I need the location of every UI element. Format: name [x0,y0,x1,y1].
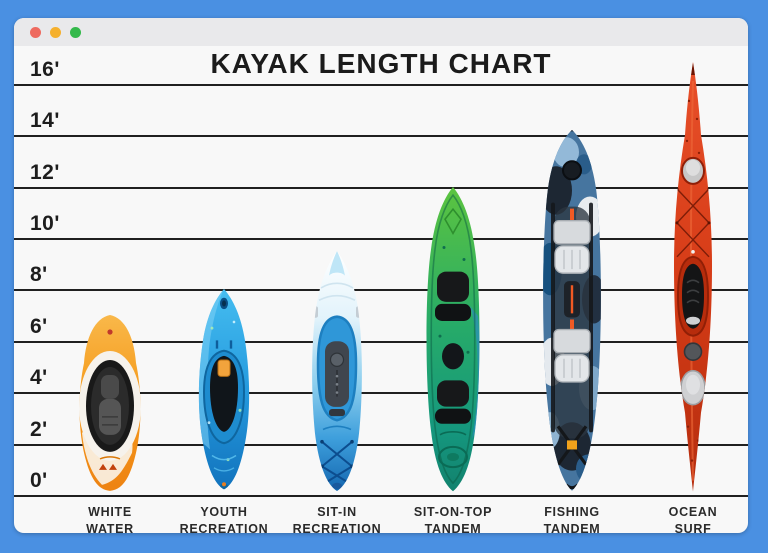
gridline-8ft [14,289,748,292]
minimize-button-icon[interactable] [50,27,61,38]
youth-recreation-kayak-illustration [198,289,250,490]
close-button-icon[interactable] [30,27,41,38]
y-axis-tick-4ft: 4' [30,366,48,390]
y-axis-tick-6ft: 6' [30,314,48,338]
sit-in-recreation-kayak-illustration [312,250,362,491]
kayak-label-youth-recreation: YOUTH RECREATION [179,505,269,533]
ocean-surf-kayak-illustration [674,62,712,492]
kayak-label-ocean-surf: OCEAN SURF [668,505,718,533]
kayak-fishing-tandem [526,128,618,493]
zoom-button-icon[interactable] [70,27,81,38]
kayak-label-white-water: WHITE WATER [86,505,134,533]
gridline-4ft [14,392,748,395]
kayak-label-fishing-tandem: FISHING TANDEM [543,505,601,533]
gridline-0ft [14,495,748,497]
titlebar [14,18,748,46]
kayak-youth-recreation [188,287,260,493]
kayak-sit-on-top-tandem [410,185,496,493]
gridline-12ft [14,186,748,189]
y-axis-tick-2ft: 2' [30,417,48,441]
y-axis-tick-8ft: 8' [30,263,48,287]
kayak-label-sit-on-top-tandem: SIT-ON-TOP TANDEM [413,505,493,533]
gridline-2ft [14,443,748,446]
gridline-16ft [14,83,748,86]
kayak-label-sit-in-recreation: SIT-IN RECREATION [292,505,382,533]
y-axis-tick-10ft: 10' [30,212,60,236]
chart-area: KAYAK LENGTH CHART 16' 14' 12' 10' 8' 6' 4' 2' 0… [14,46,748,533]
chart-title: KAYAK LENGTH CHART [210,48,552,79]
fishing-tandem-kayak-illustration [543,130,601,491]
app-window: KAYAK LENGTH CHART 16' 14' 12' 10' 8' 6' 4' 2' 0… [14,18,748,533]
y-axis-tick-16ft: 16' [30,57,60,81]
kayak-white-water [72,313,148,493]
gridline-10ft [14,238,748,241]
sit-on-top-tandem-kayak-illustration [426,186,480,491]
kayak-ocean-surf [665,61,721,493]
white-water-kayak-illustration [79,315,141,491]
kayak-sit-in-recreation [299,249,375,493]
y-axis-tick-14ft: 14' [30,109,60,133]
gridline-14ft [14,135,748,138]
gridline-6ft [14,340,748,343]
y-axis-tick-0ft: 0' [30,469,48,492]
y-axis-tick-12ft: 12' [30,160,60,184]
